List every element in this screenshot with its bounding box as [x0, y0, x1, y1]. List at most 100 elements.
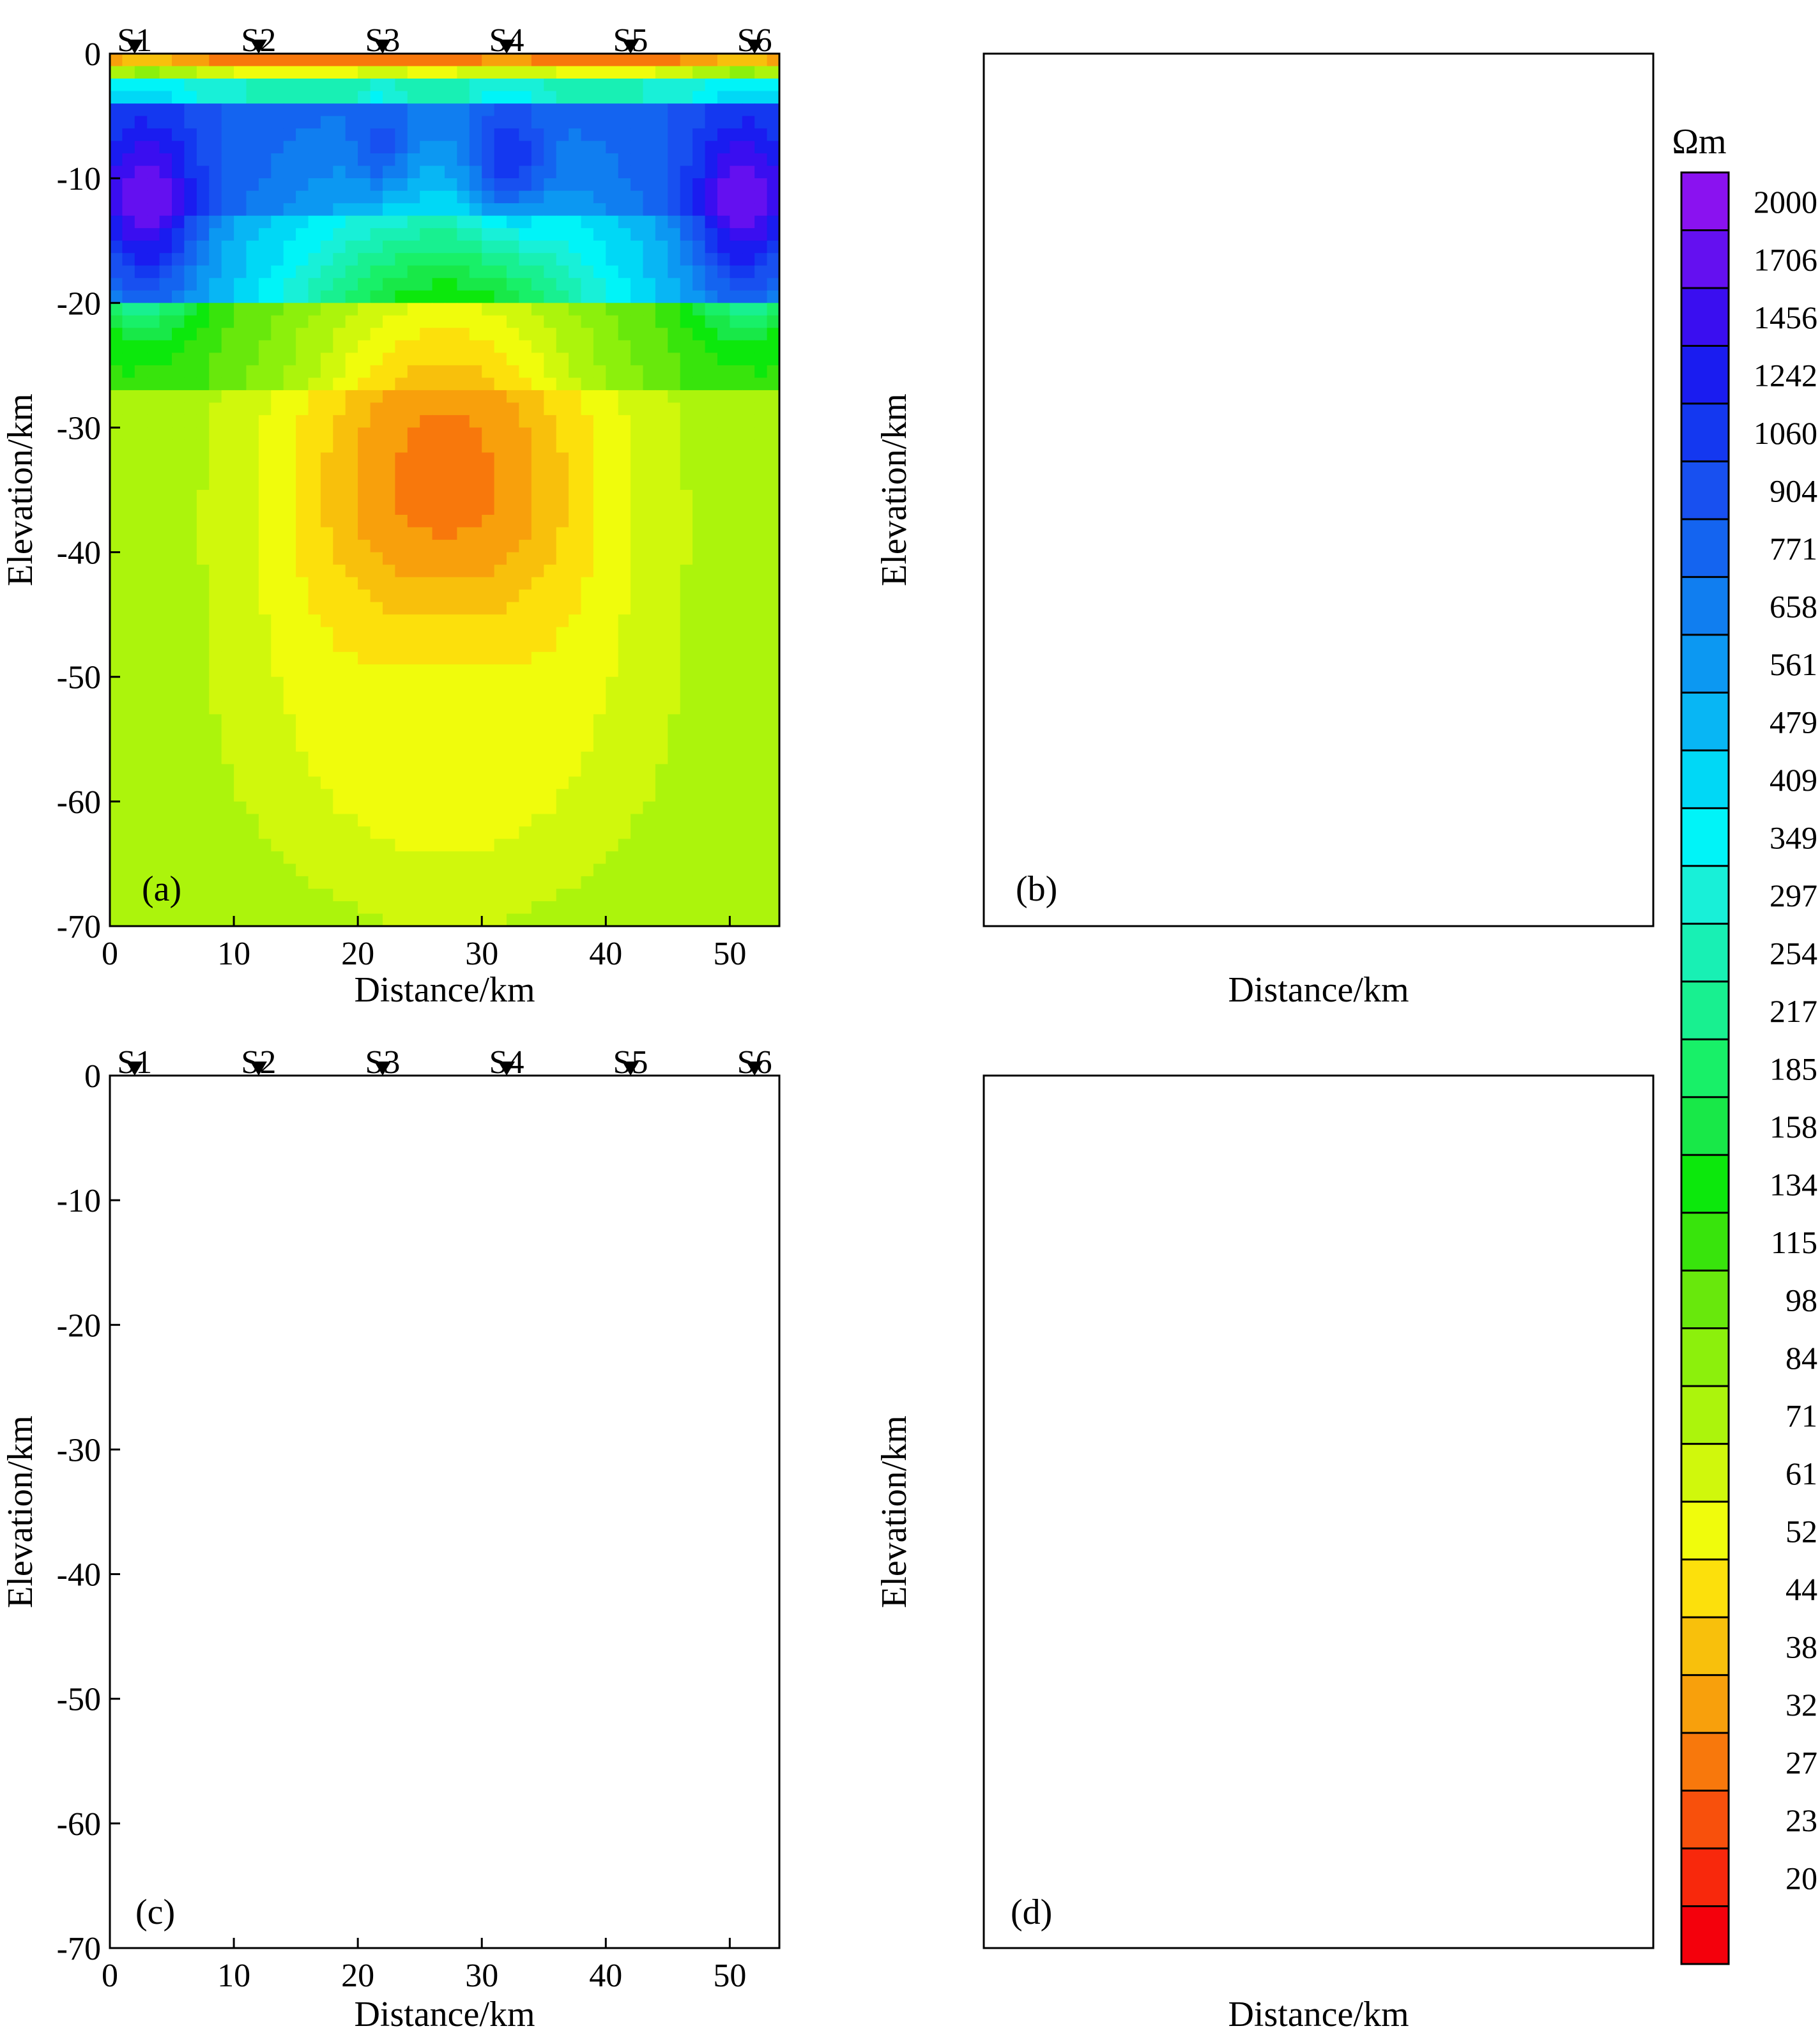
resistivity-cell: [395, 515, 408, 528]
resistivity-cell: [370, 502, 383, 515]
resistivity-cell: [234, 1313, 247, 1325]
resistivity-cell: [284, 1138, 296, 1151]
resistivity-cell: [383, 864, 395, 877]
resistivity-cell: [221, 66, 234, 79]
resistivity-cell: [345, 390, 358, 403]
resistivity-cell: [544, 128, 557, 142]
resistivity-cell: [469, 627, 482, 640]
resistivity-cell: [556, 141, 569, 154]
resistivity-cell: [767, 776, 779, 789]
resistivity-cell: [742, 477, 755, 491]
resistivity-cell: [717, 639, 730, 653]
resistivity-cell: [370, 814, 383, 827]
resistivity-cell: [147, 190, 160, 204]
resistivity-cell: [296, 577, 309, 590]
resistivity-cell: [457, 1263, 470, 1275]
resistivity-cell: [593, 776, 606, 789]
resistivity-cell: [358, 1225, 371, 1238]
resistivity-cell: [246, 776, 259, 789]
resistivity-cell: [420, 278, 433, 291]
resistivity-cell: [147, 801, 160, 814]
resistivity-cell: [631, 664, 644, 678]
resistivity-cell: [705, 1200, 718, 1213]
resistivity-cell: [767, 328, 779, 341]
resistivity-cell: [371, 1200, 383, 1213]
resistivity-cell: [247, 1100, 259, 1113]
resistivity-cell: [147, 552, 160, 565]
resistivity-cell: [519, 490, 532, 503]
resistivity-cell: [358, 826, 371, 839]
resistivity-cell: [531, 290, 544, 303]
resistivity-cell: [680, 876, 693, 889]
resistivity-cell: [110, 1300, 123, 1313]
resistivity-cell: [519, 54, 532, 67]
resistivity-cell: [692, 726, 706, 740]
resistivity-cell: [507, 340, 519, 353]
resistivity-cell: [606, 303, 619, 316]
station-marker: [250, 40, 267, 54]
resistivity-cell: [581, 490, 594, 503]
resistivity-cell: [606, 415, 619, 428]
resistivity-cell: [482, 439, 495, 453]
resistivity-cell: [221, 876, 234, 889]
resistivity-cell: [209, 303, 222, 316]
resistivity-cell: [742, 365, 755, 378]
resistivity-cell: [556, 1113, 569, 1126]
resistivity-cell: [209, 415, 222, 428]
resistivity-cell: [420, 1175, 432, 1188]
resistivity-cell: [507, 153, 519, 167]
resistivity-cell: [246, 651, 259, 665]
resistivity-cell: [135, 1188, 148, 1201]
resistivity-cell: [531, 502, 544, 515]
resistivity-cell: [184, 439, 197, 453]
resistivity-cell: [544, 901, 557, 915]
resistivity-cell: [246, 390, 259, 403]
resistivity-cell: [321, 1150, 333, 1163]
resistivity-cell: [445, 839, 457, 852]
resistivity-cell: [147, 415, 160, 428]
resistivity-cell: [296, 1313, 309, 1325]
resistivity-cell: [308, 278, 321, 291]
resistivity-cell: [680, 1175, 693, 1188]
resistivity-cell: [445, 565, 457, 578]
resistivity-cell: [544, 116, 557, 129]
resistivity-cell: [593, 203, 606, 217]
resistivity-cell: [482, 839, 495, 852]
resistivity-cell: [631, 490, 644, 503]
resistivity-cell: [754, 1300, 767, 1313]
resistivity-cell: [581, 839, 594, 852]
resistivity-cell: [593, 490, 606, 503]
resistivity-cell: [122, 315, 135, 328]
resistivity-cell: [370, 303, 383, 316]
resistivity-cell: [692, 66, 706, 79]
resistivity-cell: [258, 839, 271, 852]
resistivity-cell: [631, 527, 644, 540]
resistivity-cell: [767, 726, 779, 740]
resistivity-cell: [296, 439, 309, 453]
resistivity-cell: [234, 328, 247, 341]
resistivity-cell: [482, 415, 495, 428]
resistivity-cell: [358, 527, 371, 540]
resistivity-cell: [717, 165, 730, 179]
resistivity-cell: [593, 901, 606, 915]
resistivity-cell: [544, 91, 557, 104]
resistivity-cell: [668, 1288, 680, 1300]
resistivity-cell: [618, 901, 631, 915]
resistivity-cell: [122, 714, 135, 727]
resistivity-cell: [445, 651, 457, 665]
resistivity-cell: [692, 751, 706, 765]
resistivity-cell: [358, 54, 371, 67]
resistivity-cell: [494, 851, 507, 864]
resistivity-cell: [668, 402, 681, 416]
resistivity-cell: [420, 1263, 432, 1275]
resistivity-cell: [395, 1325, 408, 1337]
resistivity-cell: [271, 602, 284, 615]
resistivity-cell: [754, 1250, 767, 1263]
resistivity-cell: [333, 365, 346, 378]
resistivity-cell: [209, 1188, 222, 1201]
resistivity-cell: [172, 639, 185, 653]
resistivity-cell: [469, 54, 482, 67]
resistivity-cell: [345, 876, 358, 889]
resistivity-cell: [705, 602, 718, 615]
resistivity-cell: [519, 502, 532, 515]
